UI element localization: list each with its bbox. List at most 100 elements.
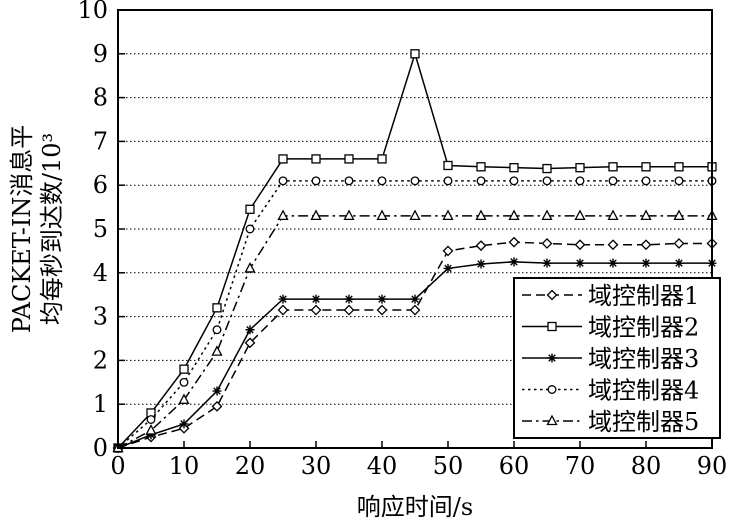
data-point-asterisk bbox=[547, 353, 557, 363]
x-tick-label: 60 bbox=[499, 452, 530, 480]
data-point-diamond bbox=[640, 239, 652, 251]
data-point-asterisk bbox=[509, 257, 519, 267]
legend: 域控制器1 域控制器2 域控制器3 域控制器4 域控制器5 bbox=[513, 277, 721, 439]
y-axis-title-line: PACKET-IN消息平 bbox=[8, 125, 36, 334]
data-point-triangle bbox=[546, 414, 558, 426]
x-tick-label: 30 bbox=[301, 452, 332, 480]
data-point-circle bbox=[443, 176, 453, 186]
y-tick-label: 4 bbox=[93, 259, 108, 287]
data-point-square bbox=[377, 154, 387, 164]
data-point-circle bbox=[311, 176, 321, 186]
data-point-square bbox=[509, 163, 519, 173]
data-point-circle bbox=[410, 176, 420, 186]
data-point-diamond bbox=[508, 236, 520, 248]
data-point-asterisk bbox=[212, 386, 222, 396]
data-point-triangle bbox=[244, 262, 256, 273]
data-point-triangle bbox=[541, 209, 553, 221]
data-point-circle bbox=[212, 325, 222, 335]
data-point-asterisk bbox=[443, 263, 453, 273]
data-point-square bbox=[410, 49, 420, 59]
data-point-diamond bbox=[343, 304, 355, 316]
data-point-circle bbox=[476, 176, 486, 186]
data-point-asterisk bbox=[410, 294, 420, 304]
series-3 bbox=[113, 257, 717, 453]
data-point-circle bbox=[575, 176, 585, 186]
data-point-diamond bbox=[475, 240, 487, 252]
data-point-triangle bbox=[409, 209, 421, 221]
data-point-triangle bbox=[343, 209, 355, 221]
data-point-diamond bbox=[442, 245, 454, 257]
data-point-diamond bbox=[277, 304, 289, 316]
data-point-asterisk bbox=[476, 259, 486, 269]
y-tick-label: 6 bbox=[93, 171, 108, 199]
data-point-square bbox=[443, 160, 453, 171]
data-point-triangle bbox=[607, 209, 619, 221]
data-point-triangle bbox=[640, 209, 652, 221]
series-2 bbox=[113, 49, 717, 453]
data-point-diamond bbox=[673, 238, 685, 249]
data-point-square bbox=[542, 163, 552, 174]
data-point-triangle bbox=[673, 209, 685, 221]
data-point-asterisk bbox=[377, 294, 387, 304]
data-point-triangle bbox=[310, 209, 322, 221]
data-point-diamond bbox=[409, 304, 421, 316]
y-tick-label: 7 bbox=[93, 127, 108, 155]
y-axis-title-line: 均每秒到达数/10³ bbox=[38, 133, 66, 325]
data-point-triangle bbox=[442, 209, 454, 221]
y-tick-label: 1 bbox=[93, 390, 108, 418]
data-point-diamond bbox=[574, 239, 586, 251]
y-tick-label: 5 bbox=[93, 215, 108, 243]
data-point-triangle bbox=[508, 209, 520, 221]
data-point-diamond bbox=[546, 289, 558, 301]
series-layer bbox=[112, 49, 718, 454]
y-axis-title: PACKET-IN消息平 均每秒到达数/10³ bbox=[8, 125, 66, 334]
data-point-circle bbox=[547, 385, 557, 394]
data-point-circle bbox=[509, 176, 519, 186]
series-5 bbox=[112, 209, 718, 453]
legend-label: 域控制器3 bbox=[588, 345, 699, 373]
data-point-triangle bbox=[277, 209, 289, 221]
data-point-square bbox=[311, 154, 321, 164]
data-point-asterisk bbox=[575, 258, 585, 268]
data-point-triangle bbox=[376, 209, 388, 221]
axis-ticks: 0 10 20 30 40 50 60 70 80 90 0 1 2 3 4 5 6 7 8 9 10 bbox=[77, 0, 727, 480]
y-tick-label: 0 bbox=[93, 434, 108, 462]
data-point-circle bbox=[674, 176, 684, 186]
x-tick-label: 50 bbox=[433, 452, 464, 480]
legend-label: 域控制器1 bbox=[588, 282, 699, 310]
data-point-square bbox=[278, 154, 288, 164]
data-point-asterisk bbox=[344, 294, 354, 304]
data-point-asterisk bbox=[311, 294, 321, 304]
data-point-diamond bbox=[211, 400, 223, 412]
data-point-triangle bbox=[211, 345, 223, 356]
y-tick-label: 9 bbox=[93, 40, 108, 68]
data-point-asterisk bbox=[245, 325, 255, 335]
data-point-square bbox=[608, 162, 618, 172]
data-point-circle bbox=[344, 176, 354, 186]
x-tick-label: 80 bbox=[631, 452, 662, 480]
legend-label: 域控制器5 bbox=[588, 408, 699, 436]
data-point-square bbox=[212, 303, 222, 313]
data-point-asterisk bbox=[542, 258, 552, 268]
data-point-circle bbox=[377, 176, 387, 186]
data-point-triangle bbox=[574, 209, 586, 221]
data-point-asterisk bbox=[674, 258, 684, 268]
x-tick-label: 90 bbox=[697, 452, 728, 480]
x-tick-label: 0 bbox=[110, 452, 125, 480]
data-point-diamond bbox=[310, 304, 322, 316]
data-point-square bbox=[547, 321, 557, 332]
data-point-square bbox=[476, 162, 486, 172]
data-point-asterisk bbox=[179, 419, 189, 429]
data-point-triangle bbox=[178, 393, 190, 404]
legend-label: 域控制器2 bbox=[588, 314, 699, 342]
series-4 bbox=[113, 176, 717, 453]
data-point-square bbox=[674, 162, 684, 172]
data-point-circle bbox=[542, 176, 552, 186]
data-point-triangle bbox=[145, 424, 157, 435]
data-point-asterisk bbox=[641, 258, 651, 268]
y-tick-label: 8 bbox=[93, 84, 108, 112]
data-point-diamond bbox=[244, 337, 256, 349]
x-tick-label: 70 bbox=[565, 452, 596, 480]
data-point-asterisk bbox=[278, 294, 288, 304]
